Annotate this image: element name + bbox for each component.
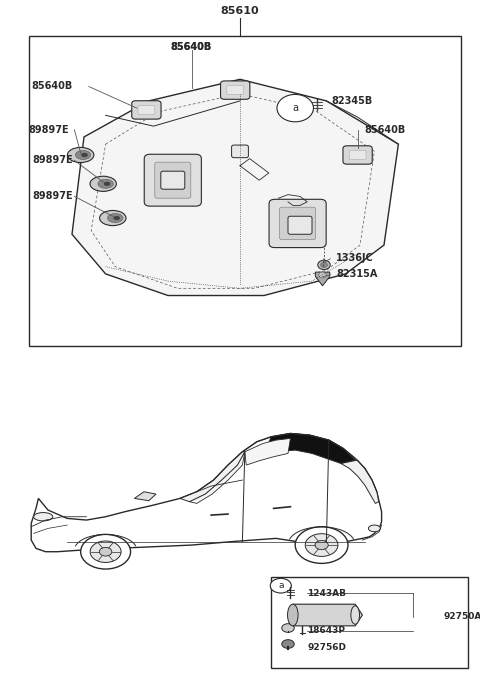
FancyBboxPatch shape xyxy=(155,163,191,199)
Text: a: a xyxy=(278,581,284,590)
FancyBboxPatch shape xyxy=(161,171,185,189)
Circle shape xyxy=(282,640,294,648)
Polygon shape xyxy=(263,433,355,464)
Text: 82315A: 82315A xyxy=(336,269,377,279)
Ellipse shape xyxy=(351,606,360,624)
Ellipse shape xyxy=(67,148,94,163)
Ellipse shape xyxy=(75,150,91,160)
FancyBboxPatch shape xyxy=(343,146,372,164)
Ellipse shape xyxy=(100,211,126,226)
Circle shape xyxy=(277,95,313,122)
Ellipse shape xyxy=(98,180,113,188)
FancyBboxPatch shape xyxy=(144,154,202,206)
Circle shape xyxy=(295,527,348,563)
Text: 89897E: 89897E xyxy=(33,155,73,165)
Text: 92756D: 92756D xyxy=(307,643,346,652)
FancyBboxPatch shape xyxy=(349,150,366,160)
Polygon shape xyxy=(180,452,245,502)
Ellipse shape xyxy=(90,176,117,191)
FancyBboxPatch shape xyxy=(138,105,155,114)
FancyBboxPatch shape xyxy=(279,207,316,239)
Circle shape xyxy=(321,262,327,267)
Text: 89897E: 89897E xyxy=(29,124,70,135)
Text: 85640B: 85640B xyxy=(170,42,212,52)
Polygon shape xyxy=(190,452,245,503)
Circle shape xyxy=(99,547,112,556)
Text: a: a xyxy=(292,103,298,113)
Bar xyxy=(271,577,468,668)
Circle shape xyxy=(315,541,328,549)
Text: 85640B: 85640B xyxy=(170,42,212,52)
Polygon shape xyxy=(245,439,290,465)
Text: 1336JC: 1336JC xyxy=(336,253,374,262)
Ellipse shape xyxy=(34,513,53,521)
Circle shape xyxy=(319,272,326,278)
Text: 1243AB: 1243AB xyxy=(307,589,346,598)
Text: 85640B: 85640B xyxy=(365,124,406,135)
Polygon shape xyxy=(341,460,379,503)
Text: 85610: 85610 xyxy=(221,6,259,16)
Bar xyxy=(29,36,461,346)
Ellipse shape xyxy=(104,182,110,186)
Text: 82345B: 82345B xyxy=(331,96,372,106)
Text: 85640B: 85640B xyxy=(31,82,72,92)
Ellipse shape xyxy=(114,216,120,220)
Circle shape xyxy=(305,534,338,556)
Circle shape xyxy=(90,541,121,562)
Polygon shape xyxy=(293,605,362,626)
FancyBboxPatch shape xyxy=(288,216,312,234)
FancyBboxPatch shape xyxy=(231,145,249,158)
Ellipse shape xyxy=(82,153,87,157)
FancyBboxPatch shape xyxy=(269,199,326,248)
Text: 92750A: 92750A xyxy=(444,612,480,622)
Text: 89897E: 89897E xyxy=(33,191,73,201)
FancyBboxPatch shape xyxy=(227,86,243,95)
FancyBboxPatch shape xyxy=(132,101,161,119)
Polygon shape xyxy=(315,272,330,286)
Circle shape xyxy=(81,534,131,569)
Polygon shape xyxy=(72,80,398,296)
Circle shape xyxy=(318,260,330,269)
Ellipse shape xyxy=(288,605,298,626)
Text: 18643P: 18643P xyxy=(307,626,345,635)
Circle shape xyxy=(282,624,294,632)
Ellipse shape xyxy=(108,214,123,222)
Ellipse shape xyxy=(369,525,381,532)
FancyBboxPatch shape xyxy=(220,81,250,99)
Polygon shape xyxy=(31,433,382,551)
Circle shape xyxy=(270,579,291,593)
Polygon shape xyxy=(134,492,156,500)
